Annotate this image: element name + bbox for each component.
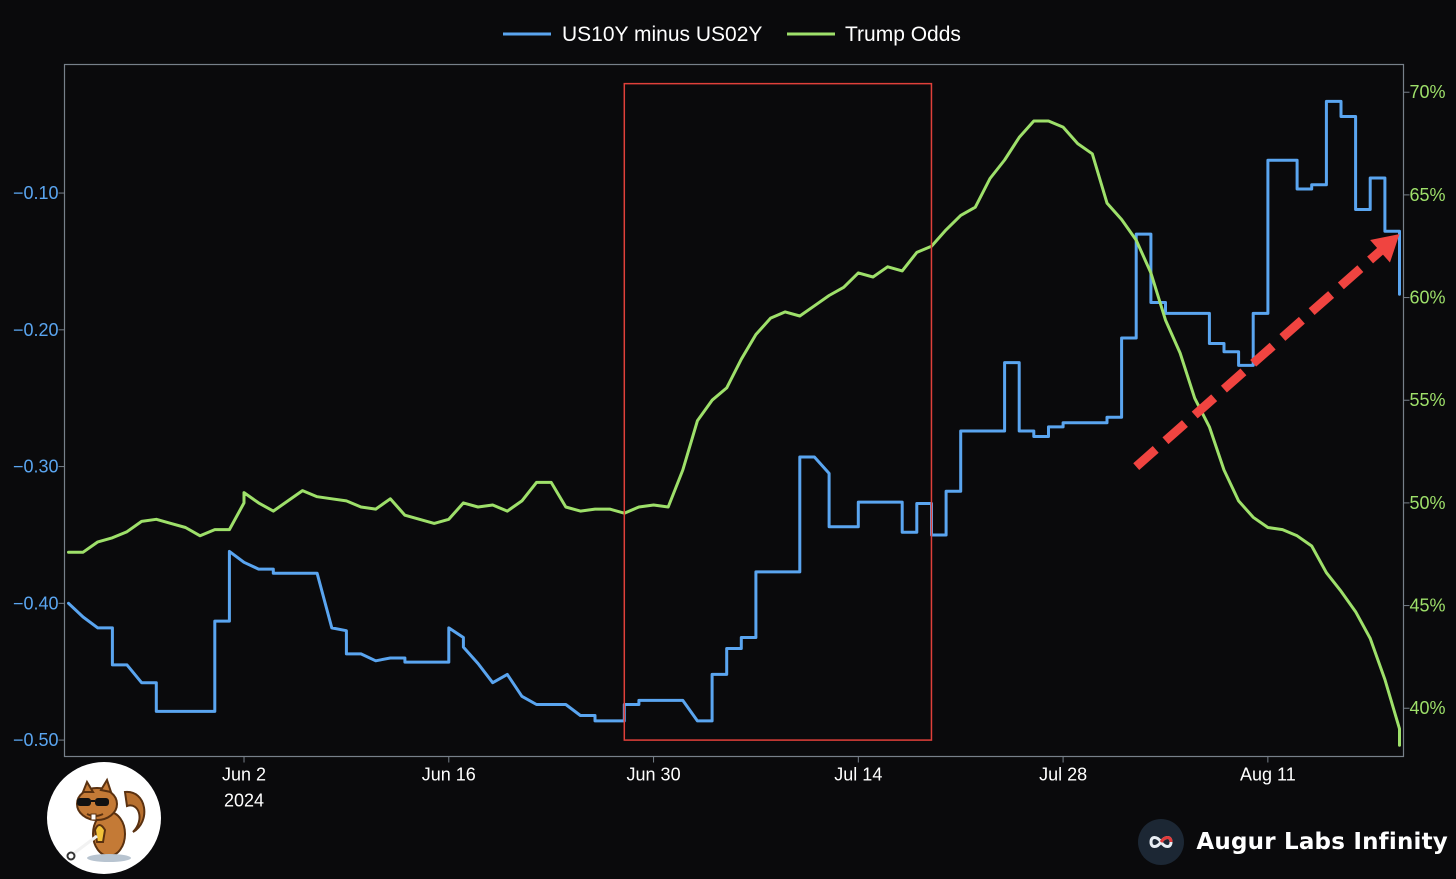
y-left-tick-label: −0.10 [13,183,59,203]
y-right-tick-label: 40% [1410,698,1446,718]
x-tick-label: Aug 11 [1240,765,1296,785]
x-tick-label: Jun 16 [422,765,476,785]
series-layer [67,99,1401,747]
y-right-tick-label: 70% [1410,82,1446,102]
trend-arrow-shaft [1133,245,1386,470]
x-tick-label: Jul 14 [834,765,882,785]
trend-arrow-head [1370,234,1400,263]
y-left-tick-label: −0.30 [13,457,59,477]
y-left-tick-label: −0.40 [13,593,59,613]
y-right-tick-label: 55% [1410,390,1446,410]
legend: US10Y minus US02Y Trump Odds [503,23,961,46]
y-left-tick-label: −0.20 [13,320,59,340]
squirrel-mascot-icon [66,777,146,862]
y-right-tick-label: 50% [1410,493,1446,513]
series-line-spread [67,99,1401,723]
annotation-layer [623,82,1400,741]
legend-label-spread: US10Y minus US02Y [562,23,762,46]
squirrel-mascot-avatar [47,762,161,874]
infinity-icon [1138,819,1185,865]
x-tick-label: Jun 2 [222,765,266,785]
brand: Augur Labs Infinity [1138,818,1448,866]
x-axis: Jun 2 2024 Jun 16 Jun 30 Jul 14 Jul 28 Aug 11 [222,756,1296,811]
y-axis-right: 40% 45% 50% 55% 60% 65% 70% [1403,82,1446,718]
legend-label-odds: Trump Odds [845,23,961,46]
y-right-tick-label: 45% [1410,596,1446,616]
plot-area [63,63,1405,758]
y-right-tick-label: 60% [1410,288,1446,308]
x-tick-label: Jul 28 [1039,765,1087,785]
x-tick-label: Jun 30 [627,765,681,785]
y-left-tick-label: −0.50 [13,730,59,750]
x-tick-sublabel: 2024 [224,791,264,811]
y-right-tick-label: 65% [1410,185,1446,205]
y-axis-left: −0.10 −0.20 −0.30 −0.40 −0.50 [13,183,65,750]
highlight-box [623,82,933,741]
brand-name: Augur Labs Infinity [1196,829,1448,855]
series-line-trump-odds [67,119,1401,747]
